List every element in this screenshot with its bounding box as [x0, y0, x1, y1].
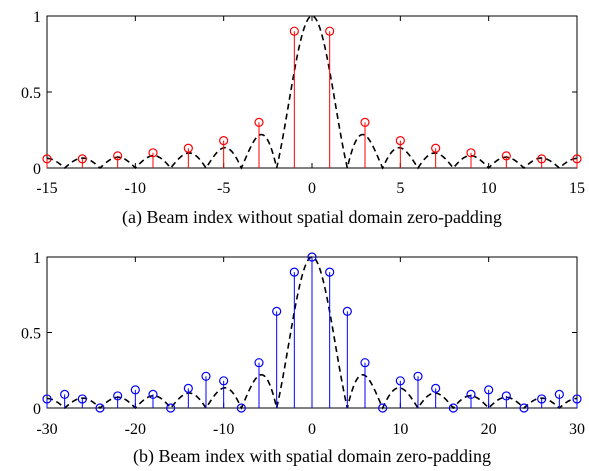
y-tick-label: 0.5	[21, 326, 41, 343]
stem-marker	[360, 358, 370, 368]
x-tick-label: 10	[481, 180, 497, 197]
stem-marker	[554, 389, 564, 400]
stem-marker	[484, 385, 494, 395]
y-tick-label: 1	[33, 250, 41, 267]
stem-marker	[325, 26, 335, 36]
y-tick-label: 0.5	[21, 85, 41, 102]
x-tick-label: -30	[36, 421, 57, 438]
stem-marker	[448, 403, 458, 413]
x-tick-label: 0	[308, 180, 316, 197]
stem-marker	[519, 403, 529, 413]
y-tick-label: 0	[33, 161, 41, 178]
stem-marker	[572, 394, 582, 404]
y-tick-label: 1	[33, 9, 41, 26]
stem-marker	[77, 394, 87, 404]
stem-marker	[95, 403, 105, 413]
stem-marker	[537, 154, 547, 164]
stem-marker	[466, 148, 476, 158]
stem-marker	[272, 306, 282, 316]
stem-marker	[42, 394, 52, 404]
stem-marker	[201, 371, 211, 381]
x-tick-label: -10	[125, 180, 146, 197]
plot-caption: (a) Beam index without spatial domain ze…	[122, 207, 502, 228]
x-tick-label: 15	[569, 180, 585, 197]
stem-marker	[501, 391, 511, 401]
stem-marker	[395, 136, 405, 146]
stem-marker	[572, 154, 582, 164]
stem-marker	[219, 376, 229, 386]
stem-marker	[431, 383, 441, 393]
x-tick-label: 30	[569, 421, 585, 438]
stem-marker	[325, 267, 335, 277]
stem-marker	[342, 306, 352, 316]
stem-marker	[236, 403, 246, 413]
axes-box	[46, 15, 578, 169]
stem-marker	[501, 151, 511, 161]
stem-marker	[183, 143, 193, 153]
x-tick-label: -15	[36, 180, 57, 197]
stem-marker	[113, 391, 123, 401]
envelope-line	[46, 15, 578, 170]
stem-marker	[537, 394, 547, 404]
stem-marker	[289, 267, 299, 277]
stem-marker	[378, 403, 388, 413]
x-tick-label: -10	[213, 421, 234, 438]
stem-marker	[413, 371, 423, 381]
x-tick-label: 20	[481, 421, 497, 438]
plot-a: -15 -10 -5 0 5 10 15 0 0.5 1 (a) Beam index withou…	[21, 9, 585, 228]
x-tick-label: 5	[396, 180, 404, 197]
stem-marker	[254, 117, 264, 128]
stem-marker	[148, 389, 158, 400]
x-tick-label: -5	[217, 180, 230, 197]
stem-marker	[60, 389, 70, 400]
stem-marker	[466, 389, 476, 400]
stem-marker	[183, 383, 193, 393]
stem-marker	[166, 403, 176, 413]
stem-marker	[42, 154, 52, 164]
stem-marker	[307, 252, 317, 262]
plot-caption: (b) Beam index with spatial domain zero-…	[133, 446, 491, 467]
stem-marker	[219, 136, 229, 146]
stem-marker	[360, 117, 370, 128]
plot-b: -30 -20 -10 0 10 20 30 0 0.5 1 (b) Beam index with…	[21, 250, 585, 467]
stem-marker	[431, 143, 441, 153]
stem-marker	[289, 26, 299, 36]
x-tick-label: 10	[392, 421, 408, 438]
y-tick-label: 0	[33, 401, 41, 418]
stem-marker	[130, 385, 140, 395]
stem-marker	[148, 148, 158, 158]
stem-marker	[77, 154, 87, 164]
x-tick-label: -20	[125, 421, 146, 438]
stem-marker	[254, 358, 264, 368]
stem-marker	[113, 151, 123, 161]
x-tick-label: 0	[308, 421, 316, 438]
stem-marker	[395, 376, 405, 386]
